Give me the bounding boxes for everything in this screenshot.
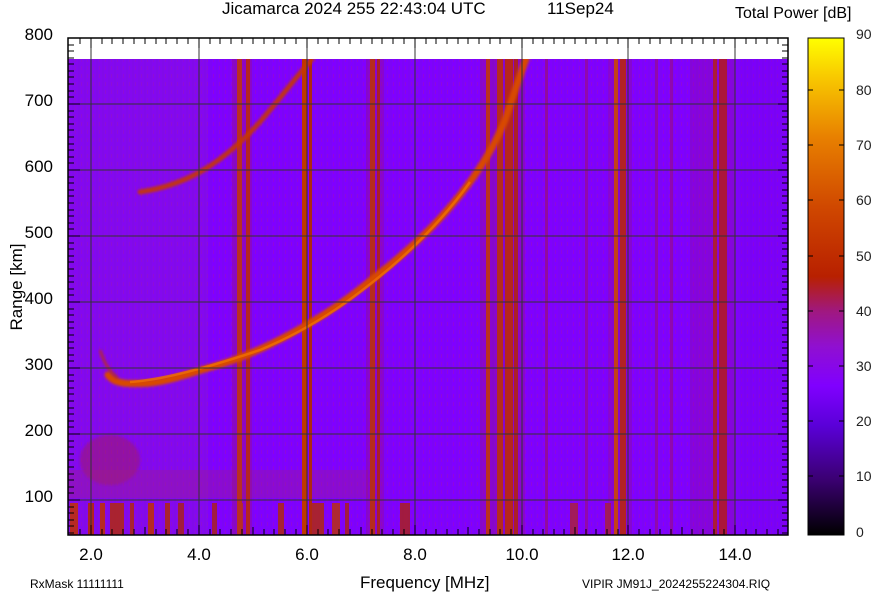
y-axis-title: Range [km] [7, 243, 26, 331]
y-tick-label: 400 [24, 289, 53, 308]
x-tick-label: 6.0 [295, 545, 319, 564]
y-tick-label: 600 [24, 157, 53, 176]
interference-bands [232, 59, 788, 535]
x-tick-label: 4.0 [187, 545, 211, 564]
x-tick-label: 10.0 [505, 545, 539, 564]
y-tick-label: 300 [24, 355, 53, 374]
heatmap-area [68, 38, 788, 535]
y-tick-label: 500 [24, 223, 53, 242]
colorbar-tick-label: 30 [856, 358, 872, 374]
colorbar-tick-label: 40 [856, 303, 872, 319]
x-tick-label: 2.0 [79, 545, 103, 564]
x-tick-label: 8.0 [403, 545, 427, 564]
colorbar-tick-label: 20 [856, 413, 872, 429]
y-tick-label: 100 [24, 487, 53, 506]
multihop-trace [137, 56, 315, 195]
x-axis-ticks [79, 38, 779, 535]
colorbar-tick-label: 90 [856, 26, 872, 42]
colorbar-tick-label: 70 [856, 137, 872, 153]
f-layer-trace [104, 55, 530, 388]
y-tick-label: 700 [24, 91, 53, 110]
colorbar-tick-label: 10 [856, 468, 872, 484]
colorbar-tick-label: 80 [856, 82, 872, 98]
x-axis-title: Frequency [MHz] [360, 573, 490, 592]
chart-date: 11Sep24 [547, 0, 614, 18]
y-axis-ticks [68, 44, 788, 534]
rxmask-label: RxMask 11111111 [30, 577, 124, 591]
filename-label: VIPIR JM91J_2024255224304.RIQ [582, 577, 771, 591]
x-tick-label: 12.0 [611, 545, 645, 564]
y-tick-label: 200 [24, 421, 53, 440]
x-tick-label: 14.0 [718, 545, 752, 564]
colorbar-title: Total Power [dB] [735, 5, 852, 22]
y-tick-label: 800 [24, 25, 53, 44]
colorbar-tick-label: 0 [856, 524, 864, 540]
colorbar [807, 37, 845, 536]
chart-title: Jicamarca 2024 255 22:43:04 UTC [222, 0, 486, 18]
grid [68, 38, 788, 535]
colorbar-tick-label: 50 [856, 248, 872, 264]
colorbar-tick-label: 60 [856, 192, 872, 208]
